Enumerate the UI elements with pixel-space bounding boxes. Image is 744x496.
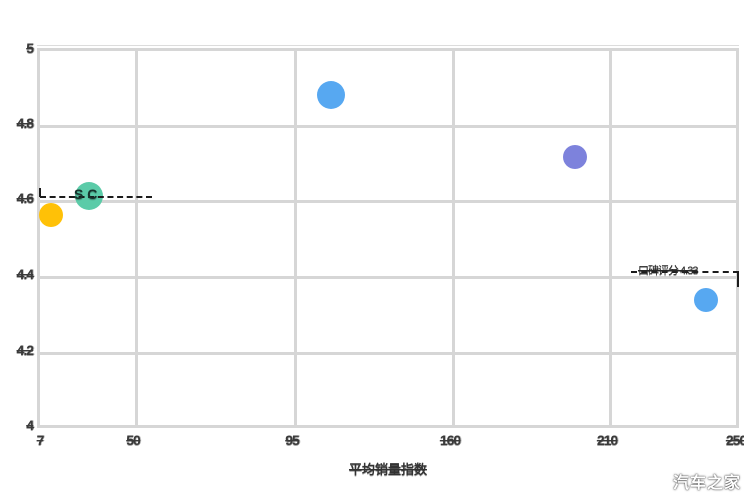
- gridline-horizontal: [40, 124, 736, 128]
- gridline-horizontal: [40, 275, 736, 279]
- y-axis-tick-label: 4.2: [16, 342, 34, 358]
- autohome-watermark: 汽车之家: [672, 475, 741, 492]
- x-axis-tick-label: 7: [36, 432, 45, 448]
- gridline-vertical: [608, 51, 612, 425]
- gridline-horizontal: [40, 199, 736, 203]
- y-axis-tick-label: 4.6: [16, 190, 34, 206]
- x-axis-tick-label: 95: [285, 432, 300, 448]
- x-axis-tick-label: 160: [439, 432, 461, 448]
- gridline-vertical: [451, 51, 455, 425]
- blue-point-2-callout-label: 口碑评分 4.33: [638, 265, 698, 277]
- x-axis-tick-label: 210: [596, 432, 618, 448]
- y-axis-tick-label: 4.4: [16, 266, 34, 282]
- x-axis-title: 平均销量指数: [348, 462, 427, 477]
- teal-point-callout-label: S C: [74, 186, 98, 202]
- x-axis-tick-label: 50: [126, 432, 141, 448]
- x-axis-tick-label: 250: [725, 432, 744, 448]
- teal-point-callout-line: [40, 196, 152, 198]
- plot-area: [37, 45, 739, 428]
- gridline-horizontal: [40, 351, 736, 355]
- point-purple: [563, 145, 587, 169]
- blue-point-2-callout-line: [631, 271, 739, 273]
- y-axis-tick-label: 5: [26, 40, 34, 56]
- y-axis-tick-label: 4.8: [16, 115, 34, 131]
- teal-point-callout-tick: [39, 188, 41, 197]
- blue-point-2-callout-tick: [737, 272, 739, 287]
- y-axis-tick-label: 4: [26, 417, 34, 433]
- gridline-vertical: [134, 51, 138, 425]
- gridline-vertical: [293, 51, 297, 425]
- point-blue-2: [694, 288, 718, 312]
- point-blue-1: [317, 81, 345, 109]
- point-yellow: [39, 203, 63, 227]
